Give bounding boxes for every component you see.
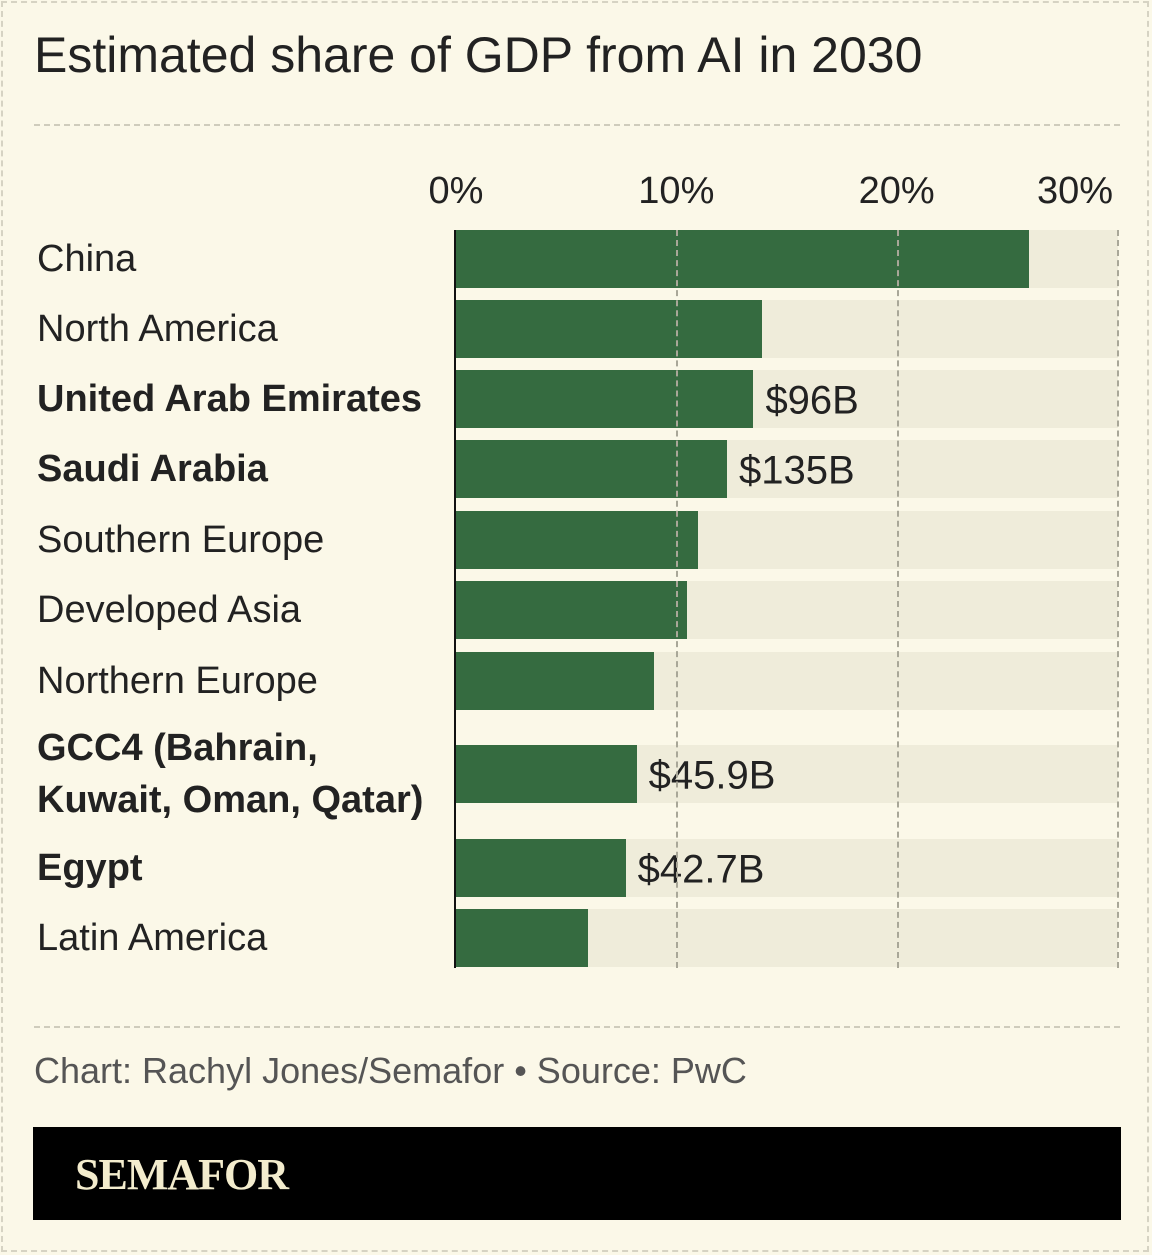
category-label: Egypt [37, 847, 143, 889]
x-tick-label: 0% [428, 170, 484, 212]
divider-bottom [34, 1026, 1120, 1028]
category-label: Saudi Arabia [37, 448, 268, 490]
bar [456, 300, 763, 358]
gridline [676, 230, 679, 968]
divider-top [34, 124, 1120, 126]
bar [456, 581, 688, 639]
data-label: $135B [739, 448, 855, 493]
bar [456, 745, 637, 803]
bar [456, 511, 699, 569]
data-label: $45.9B [648, 753, 776, 798]
semafor-logo: SEMAFOR [75, 1150, 289, 1199]
gridline [896, 230, 899, 968]
x-tick-label: 20% [858, 170, 935, 212]
x-tick-label: 10% [638, 170, 715, 212]
chart-title: Estimated share of GDP from AI in 2030 [34, 27, 923, 83]
category-label: United Arab Emirates [37, 378, 423, 420]
bar [456, 839, 626, 897]
data-label: $96B [765, 378, 859, 423]
category-label: Northern Europe [37, 660, 318, 702]
bar [456, 652, 655, 710]
bar [456, 909, 589, 967]
y-axis-line [454, 230, 456, 968]
credit-line: Chart: Rachyl Jones/Semafor • Source: Pw… [34, 1050, 747, 1091]
footer-bar: SEMAFOR [33, 1127, 1121, 1220]
category-label: GCC4 (Bahrain, Kuwait, Oman, Qatar) [37, 727, 424, 821]
category-label: China [37, 238, 137, 280]
x-tick-label: 30% [1036, 170, 1114, 212]
gridline [1117, 230, 1119, 968]
bar [456, 440, 727, 498]
category-label: Southern Europe [37, 519, 325, 561]
category-label: North America [37, 308, 278, 350]
data-label: $42.7B [637, 847, 765, 892]
bar [456, 230, 1029, 288]
bar [456, 370, 754, 428]
category-label: Developed Asia [37, 589, 302, 631]
category-label: Latin America [37, 917, 268, 959]
